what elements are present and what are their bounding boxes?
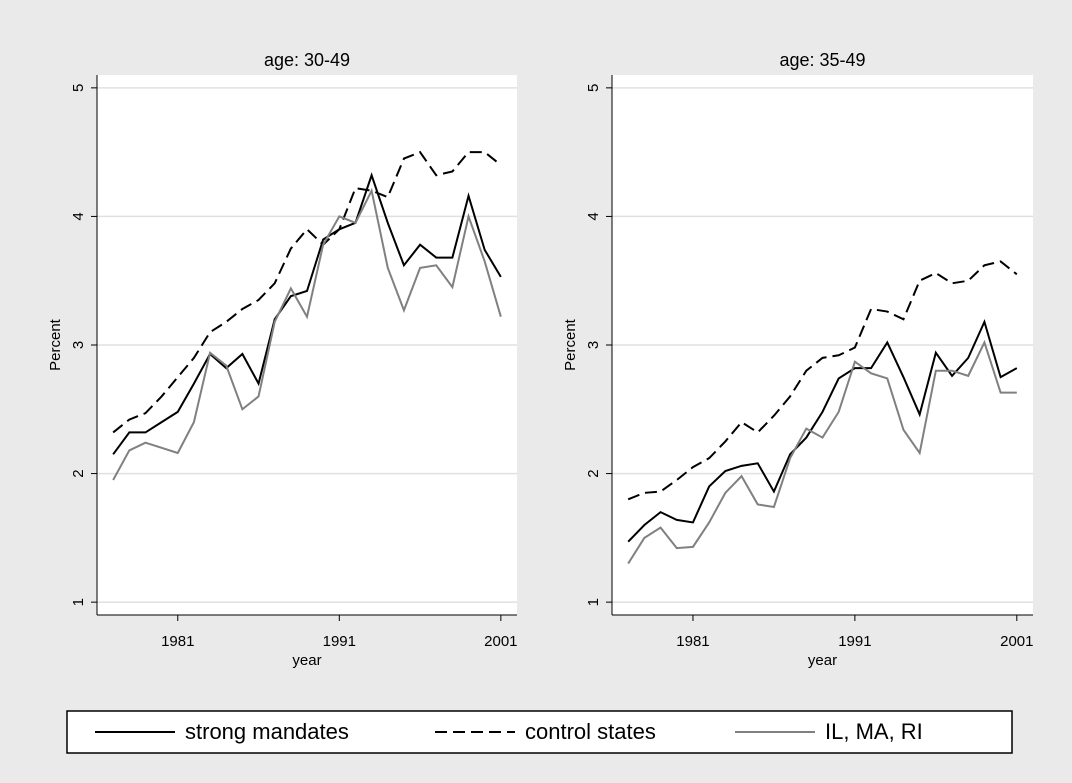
x-tick-label: 2001	[1000, 633, 1033, 650]
y-tick-label: 1	[70, 598, 87, 606]
series-line	[112, 150, 502, 434]
series-line	[627, 260, 1018, 501]
y-tick-label: 5	[70, 84, 87, 92]
legend-label: control states	[525, 719, 656, 744]
panel-title: age: 35-49	[779, 50, 865, 70]
series-line	[112, 187, 502, 481]
legend-label: strong mandates	[185, 719, 349, 744]
y-tick-label: 4	[70, 212, 87, 220]
y-tick-label: 1	[585, 598, 602, 606]
series-line	[112, 172, 502, 455]
x-tick-label: 2001	[484, 633, 517, 650]
y-tick-label: 4	[585, 212, 602, 220]
y-tick-label: 3	[585, 341, 602, 349]
series-line	[627, 318, 1018, 543]
x-tick-label: 1981	[676, 633, 709, 650]
y-tick-label: 3	[70, 341, 87, 349]
legend-label: IL, MA, RI	[825, 719, 923, 744]
series-line	[627, 339, 1017, 565]
y-axis-label: Percent	[562, 318, 579, 371]
y-axis-label: Percent	[47, 318, 64, 371]
y-tick-label: 5	[585, 84, 602, 92]
legend-box	[66, 710, 1013, 754]
y-tick-label: 2	[70, 469, 87, 477]
panel-title: age: 30-49	[264, 50, 350, 70]
y-tick-label: 2	[585, 469, 602, 477]
x-tick-label: 1981	[161, 633, 194, 650]
x-axis-label: year	[808, 652, 837, 669]
x-tick-label: 1991	[323, 633, 356, 650]
x-tick-label: 1991	[838, 633, 871, 650]
x-axis-label: year	[292, 652, 321, 669]
